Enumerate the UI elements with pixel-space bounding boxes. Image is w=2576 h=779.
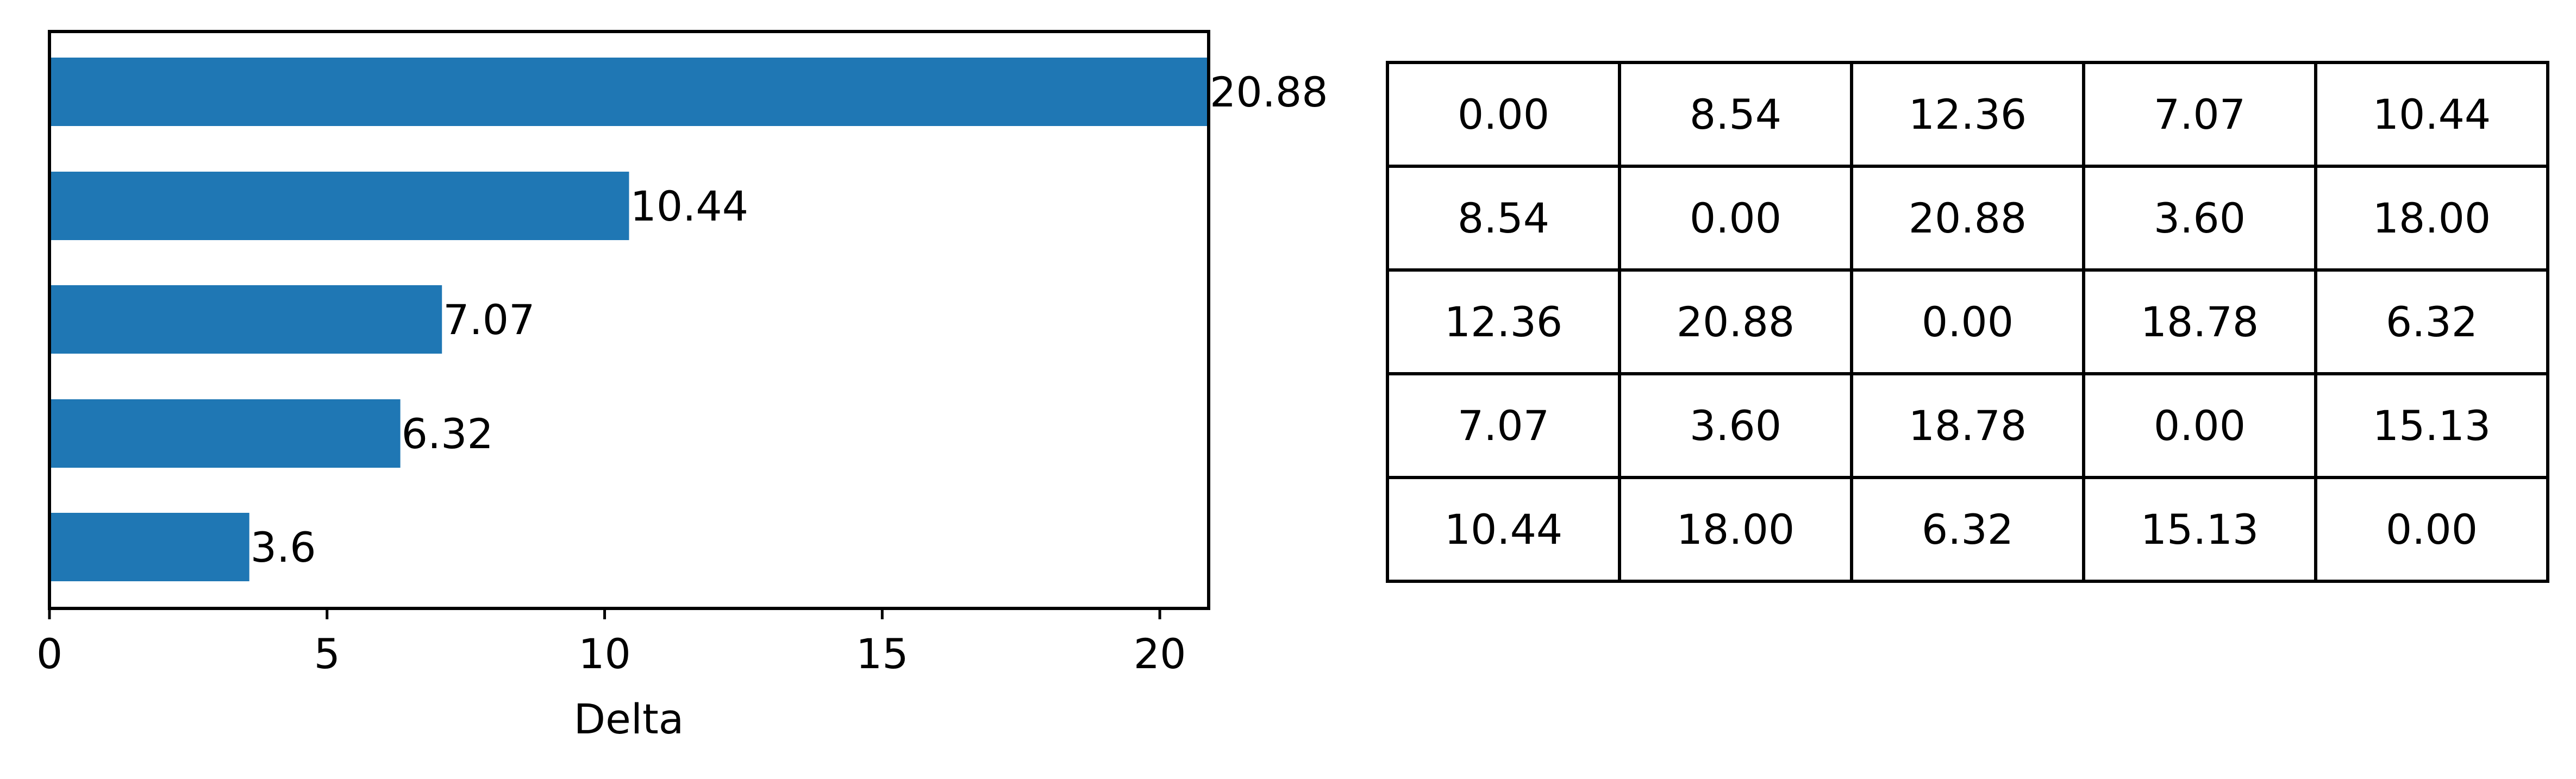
table-cell: 18.78 bbox=[2082, 268, 2317, 375]
bar-value-label: 6.32 bbox=[402, 410, 493, 458]
table-cell: 18.78 bbox=[1850, 372, 2085, 479]
table-cell: 10.44 bbox=[1386, 476, 1621, 583]
bar bbox=[49, 513, 249, 581]
table-cell: 7.07 bbox=[1386, 372, 1621, 479]
x-tick-label: 20 bbox=[1134, 630, 1186, 678]
table-cell: 20.88 bbox=[1850, 165, 2085, 272]
bar-value-label: 20.88 bbox=[1210, 68, 1328, 116]
table-cell: 15.13 bbox=[2314, 372, 2549, 479]
bar-value-label: 10.44 bbox=[630, 182, 749, 230]
table-row: 10.44 18.00 6.32 15.13 0.00 bbox=[1386, 476, 2549, 583]
x-tick-label: 5 bbox=[314, 630, 340, 678]
table-row: 7.07 3.60 18.78 0.00 15.13 bbox=[1386, 372, 2549, 479]
table-cell: 10.44 bbox=[2314, 61, 2549, 168]
x-tick-label: 0 bbox=[36, 630, 62, 678]
table-cell: 12.36 bbox=[1386, 268, 1621, 375]
bar bbox=[49, 172, 629, 240]
x-axis: 0 5 10 15 20 bbox=[36, 608, 1186, 678]
table-cell: 15.13 bbox=[2082, 476, 2317, 583]
x-axis-label: Delta bbox=[574, 695, 684, 743]
table-cell: 0.00 bbox=[1618, 165, 1853, 272]
plot-frame bbox=[48, 30, 1210, 610]
bar bbox=[49, 58, 1209, 126]
table-cell: 0.00 bbox=[2314, 476, 2549, 583]
x-tick-label: 10 bbox=[578, 630, 631, 678]
table-cell: 8.54 bbox=[1618, 61, 1853, 168]
table-cell: 3.60 bbox=[2082, 165, 2317, 272]
bars-layer: 20.88 10.44 7.07 6.32 3.6 bbox=[49, 58, 1328, 581]
table-cell: 12.36 bbox=[1850, 61, 2085, 168]
bar bbox=[49, 285, 442, 354]
table-row: 0.00 8.54 12.36 7.07 10.44 bbox=[1386, 61, 2549, 168]
table-cell: 3.60 bbox=[1618, 372, 1853, 479]
table-cell: 6.32 bbox=[1850, 476, 2085, 583]
table-row: 8.54 0.00 20.88 3.60 18.00 bbox=[1386, 165, 2549, 272]
table-cell: 18.00 bbox=[1618, 476, 1853, 583]
x-tick-label: 15 bbox=[856, 630, 909, 678]
table-cell: 6.32 bbox=[2314, 268, 2549, 375]
table-cell: 18.00 bbox=[2314, 165, 2549, 272]
bar-value-label: 3.6 bbox=[251, 523, 316, 571]
distance-table: 0.00 8.54 12.36 7.07 10.44 8.54 0.00 20.88 3.60 1… bbox=[1386, 61, 2549, 583]
bar-value-label: 7.07 bbox=[443, 296, 535, 344]
table-cell: 7.07 bbox=[2082, 61, 2317, 168]
table-row: 12.36 20.88 0.00 18.78 6.32 bbox=[1386, 268, 2549, 375]
table-cell: 8.54 bbox=[1386, 165, 1621, 272]
table-cell: 0.00 bbox=[1850, 268, 2085, 375]
table-cell: 0.00 bbox=[1386, 61, 1621, 168]
table-cell: 0.00 bbox=[2082, 372, 2317, 479]
table-cell: 20.88 bbox=[1618, 268, 1853, 375]
bar bbox=[49, 399, 401, 468]
